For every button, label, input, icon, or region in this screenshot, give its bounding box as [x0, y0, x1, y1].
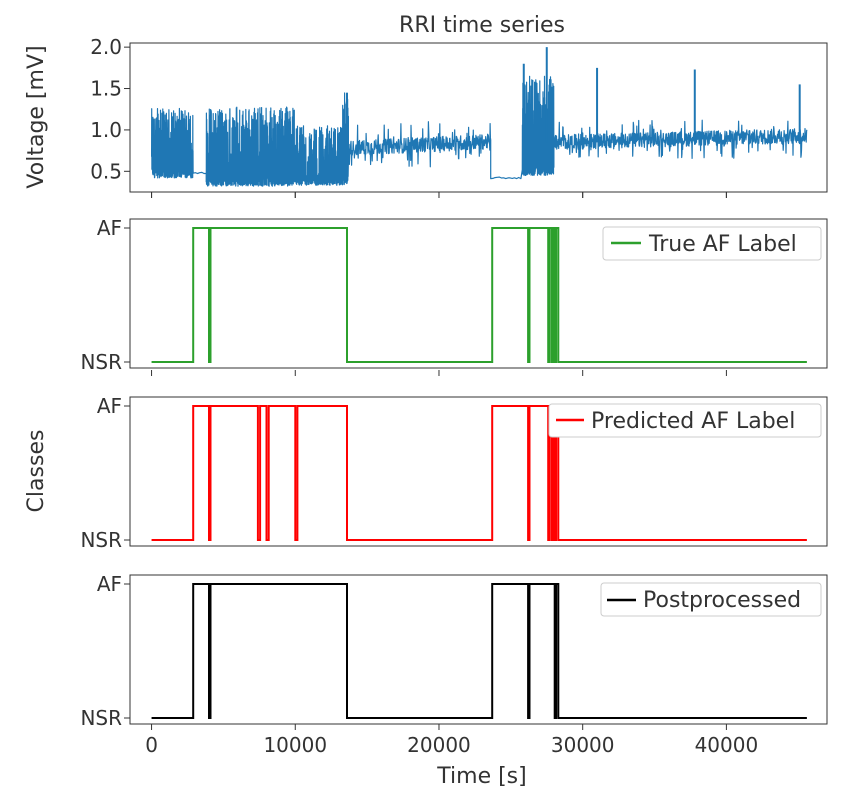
y-tick-label: NSR [80, 528, 122, 552]
postprocessed-series [151, 583, 807, 719]
legend: Predicted AF Label [548, 403, 822, 438]
x-tick-label: 40000 [695, 733, 759, 757]
legend: True AF Label [602, 226, 822, 261]
panel-rri: RRI time series 0.5 1.0 1.5 2.0 [90, 13, 828, 193]
y-tick-label: NSR [80, 706, 122, 730]
signal-series [151, 47, 808, 187]
x-axis-label: Time [s] [436, 764, 526, 789]
y-tick-label: NSR [80, 350, 122, 374]
y-ticks: AF NSR [80, 572, 130, 730]
y-axis-label-voltage: Voltage [mV] [24, 45, 49, 188]
panel-predicted-label: AF NSR Predicted AF Label [80, 370, 828, 552]
y-ticks: AF NSR [80, 370, 727, 552]
y-axis-label-classes: Classes [24, 430, 49, 513]
y-tick-label: AF [97, 394, 122, 418]
legend: Postprocessed [600, 582, 822, 617]
y-tick-label: 0.5 [90, 159, 122, 183]
plot-frame [129, 574, 828, 725]
legend-label: True AF Label [648, 232, 797, 257]
panel-postprocessed: AF NSR 0 10000 20000 30000 40000 Postprocesse… [80, 192, 828, 757]
legend-box [548, 403, 822, 438]
y-tick-label: 1.5 [90, 77, 122, 101]
y-tick-label: 1.0 [90, 118, 122, 142]
legend-label: Predicted AF Label [591, 409, 795, 434]
plot-frame [129, 218, 828, 369]
legend-box [602, 226, 822, 261]
plot-frame [129, 42, 828, 193]
x-tick-label: 20000 [407, 733, 471, 757]
chart-title: RRI time series [399, 13, 565, 38]
y-ticks: 0.5 1.0 1.5 2.0 [90, 35, 130, 183]
y-tick-label: 2.0 [90, 35, 122, 59]
label-line [151, 227, 807, 363]
plot-frame [129, 396, 828, 547]
y-tick-label: AF [97, 572, 122, 596]
label-line [151, 583, 807, 719]
y-tick-label: AF [97, 216, 122, 240]
x-tick-label: 0 [145, 733, 158, 757]
legend-label: Postprocessed [643, 588, 801, 613]
x-tick-label: 10000 [263, 733, 327, 757]
legend-box [600, 582, 822, 617]
x-tick-label: 30000 [551, 733, 615, 757]
x-ticks: 0 10000 20000 30000 40000 [145, 192, 758, 757]
panel-true-label: AF NSR True AF Label [80, 192, 828, 374]
signal-line [151, 75, 808, 187]
true-af-series [151, 227, 807, 363]
